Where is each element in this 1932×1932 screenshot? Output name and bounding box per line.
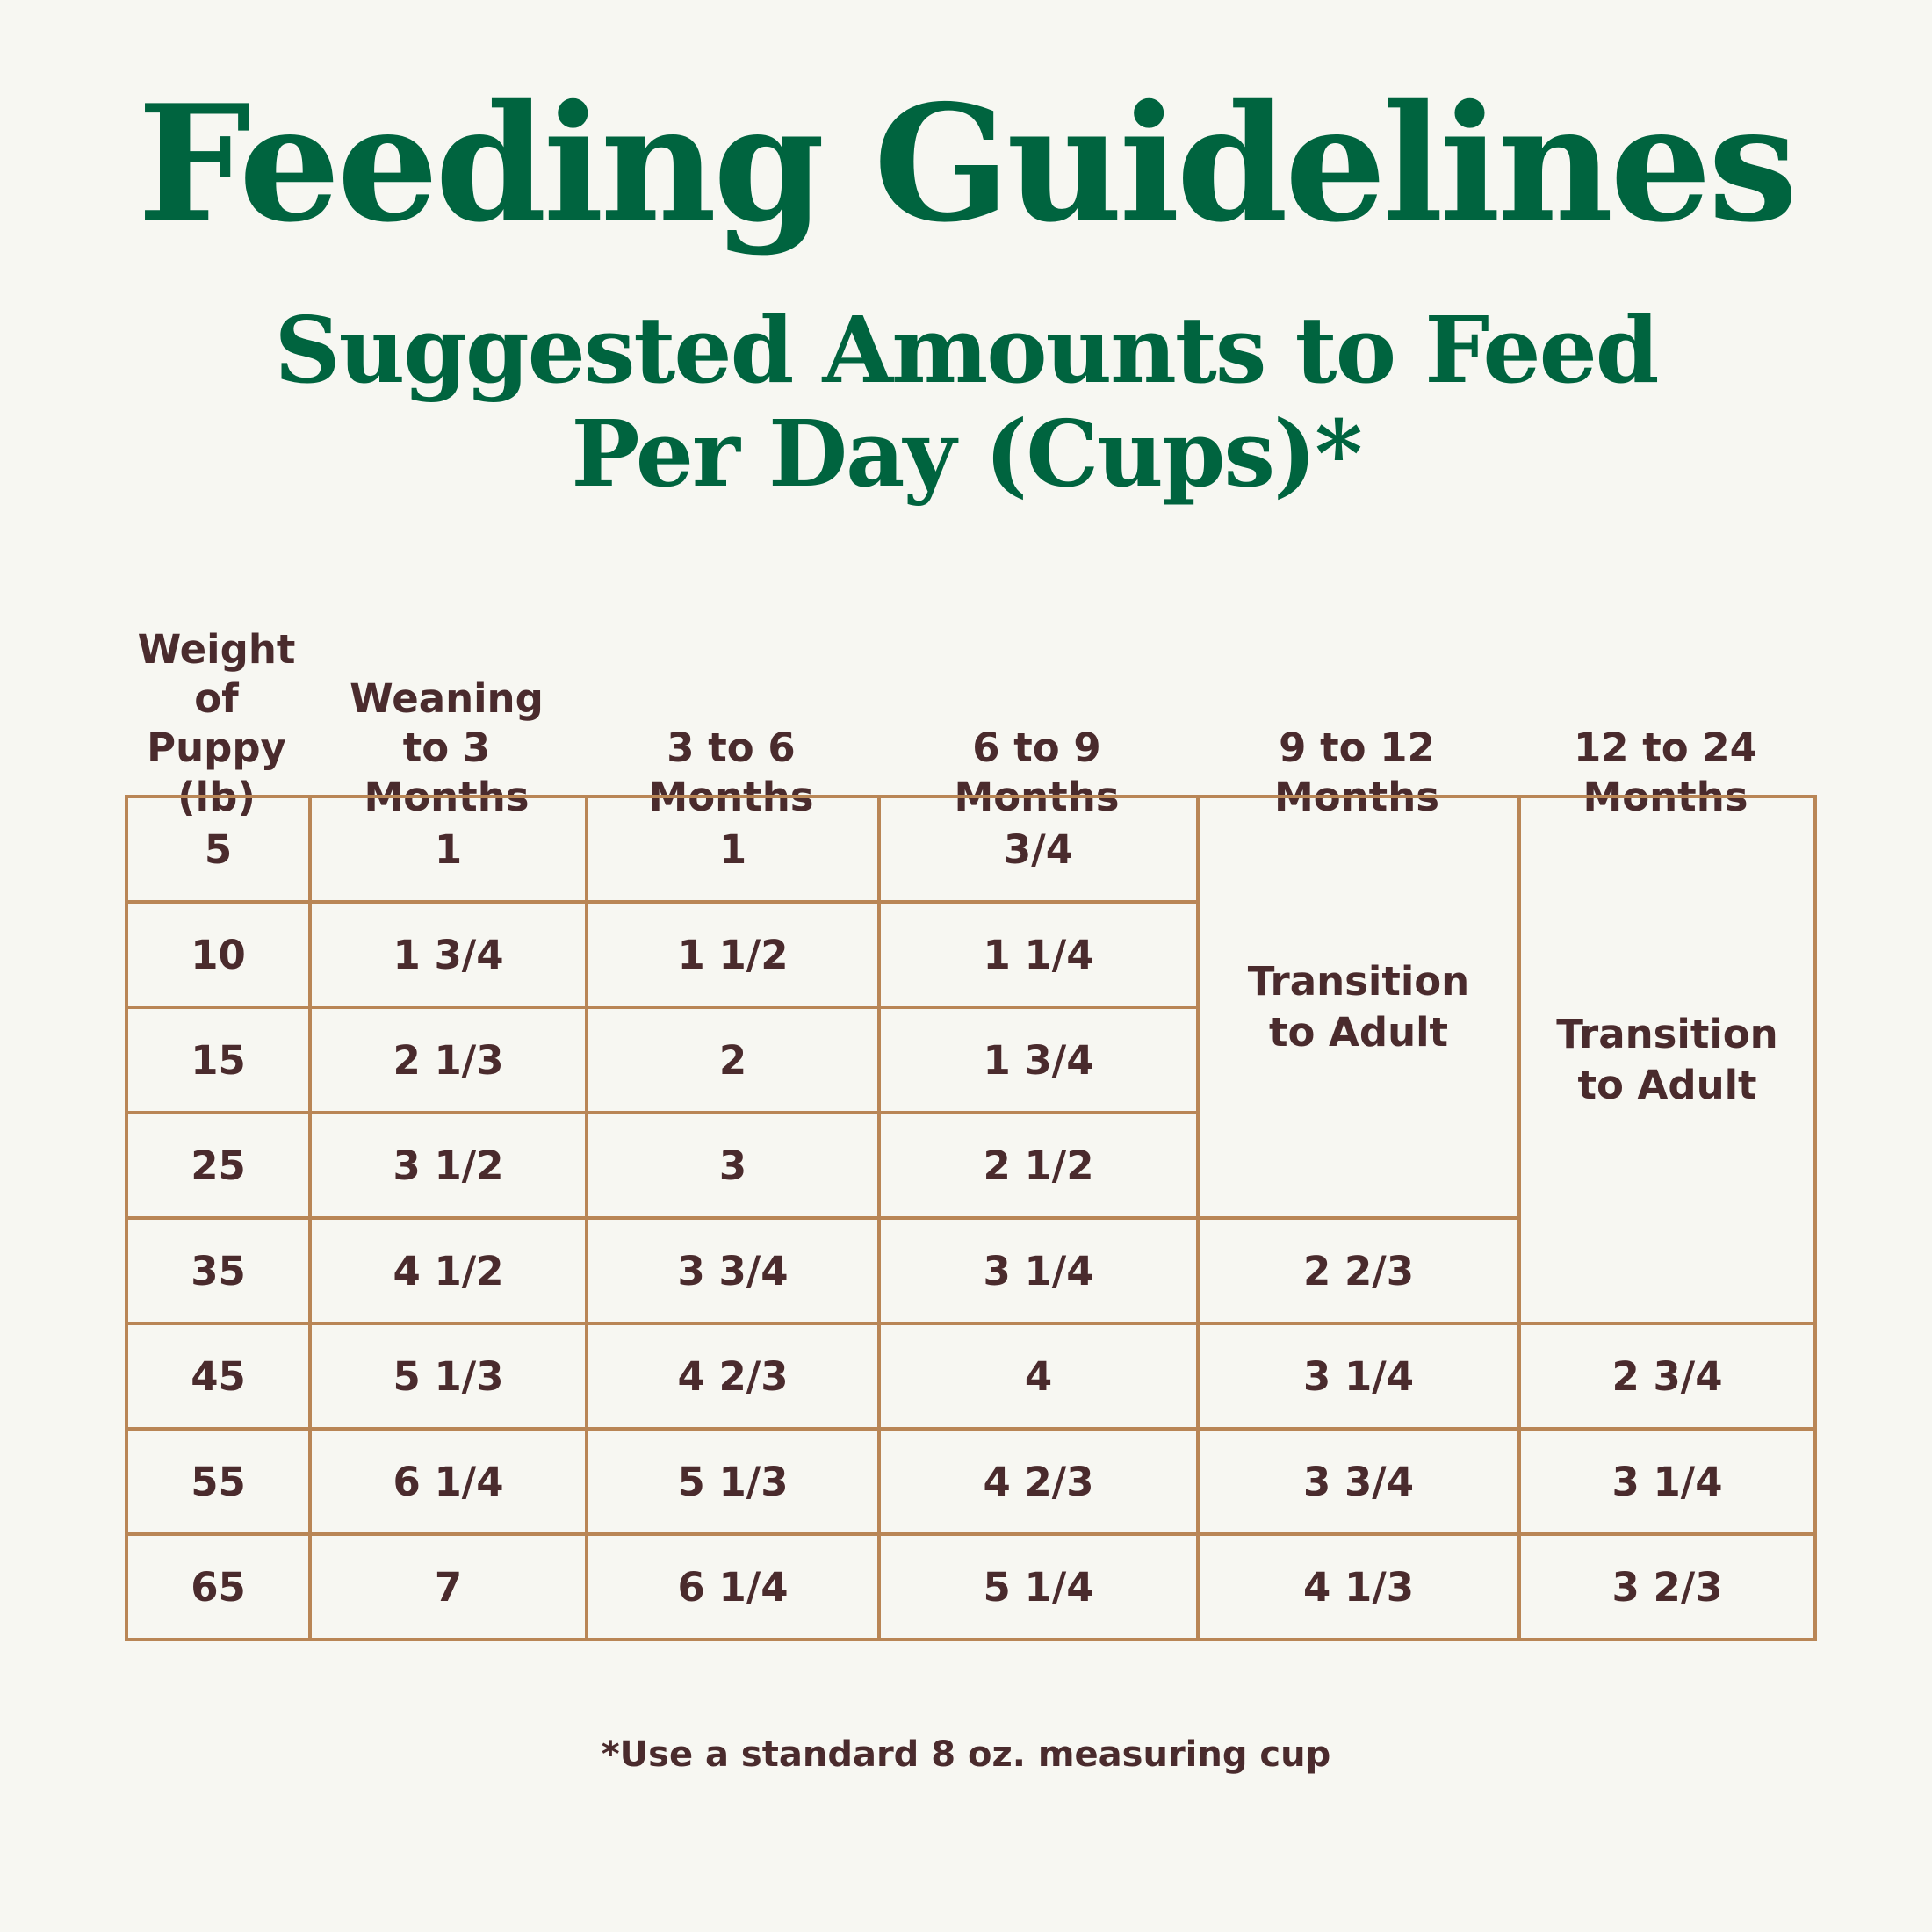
transition-cell-12-24: Transition to Adult bbox=[1517, 795, 1817, 1325]
table-row: 25 3 1/2 3 2 1/2 bbox=[125, 1111, 1815, 1220]
column-header: 6 to 9 Months bbox=[954, 724, 1120, 820]
amount-cell: 3 1/4 bbox=[1517, 1427, 1817, 1536]
amount-cell: 1 bbox=[585, 795, 881, 904]
subtitle-line-2: Per Day (Cups)* bbox=[571, 400, 1362, 508]
amount-cell: 2 1/3 bbox=[308, 1006, 588, 1114]
weight-cell: 5 bbox=[125, 795, 312, 904]
table-row: 5 1 1 3/4 Transition to Adult Transition to A… bbox=[125, 795, 1817, 1325]
transition-cell-9-12: Transition to Adult bbox=[1196, 795, 1521, 1220]
page-title: Feeding Guidelines bbox=[137, 69, 1799, 257]
amount-cell: 3 3/4 bbox=[585, 1216, 881, 1325]
amount-cell: 5 1/3 bbox=[308, 1322, 588, 1431]
table-row: 10 1 3/4 1 1/2 1 1/4 bbox=[125, 900, 1815, 1009]
amount-cell: 1 3/4 bbox=[308, 900, 588, 1009]
feeding-table: 5 1 1 3/4 Transition to Adult Transition to A… bbox=[125, 795, 1817, 1641]
amount-cell: 3 1/4 bbox=[1196, 1322, 1521, 1431]
weight-cell: 25 bbox=[125, 1111, 312, 1220]
weight-cell: 10 bbox=[125, 900, 312, 1009]
amount-cell: 1 bbox=[308, 795, 588, 904]
amount-cell: 6 1/4 bbox=[585, 1532, 881, 1641]
weight-cell: 15 bbox=[125, 1006, 312, 1114]
column-header: Weight of Puppy (lb) bbox=[137, 626, 296, 820]
amount-cell: 4 2/3 bbox=[585, 1322, 881, 1431]
amount-cell: 5 1/4 bbox=[877, 1532, 1200, 1641]
subtitle: Suggested Amounts to Feed Per Day (Cups)… bbox=[0, 299, 1932, 506]
amount-cell: 5 1/3 bbox=[585, 1427, 881, 1536]
weight-cell: 35 bbox=[125, 1216, 312, 1325]
amount-cell: 1 3/4 bbox=[877, 1006, 1200, 1114]
amount-cell: 1 1/4 bbox=[877, 900, 1200, 1009]
amount-cell: 3 2/3 bbox=[1517, 1532, 1817, 1641]
amount-cell: 4 bbox=[877, 1322, 1200, 1431]
amount-cell: 3 bbox=[585, 1111, 881, 1220]
amount-cell: 3 3/4 bbox=[1196, 1427, 1521, 1536]
column-header: 9 to 12 Months bbox=[1273, 724, 1440, 820]
table-row: 65 7 6 1/4 5 1/4 4 1/3 3 2/3 bbox=[125, 1532, 1817, 1641]
amount-cell: 1 1/2 bbox=[585, 900, 881, 1009]
amount-cell: 2 2/3 bbox=[1196, 1216, 1521, 1325]
weight-cell: 55 bbox=[125, 1427, 312, 1536]
amount-cell: 6 1/4 bbox=[308, 1427, 588, 1536]
table-row: 35 4 1/2 3 3/4 3 1/4 2 2/3 bbox=[125, 1216, 1815, 1325]
column-header: 12 to 24 Months bbox=[1573, 724, 1757, 820]
amount-cell: 4 1/3 bbox=[1196, 1532, 1521, 1641]
amount-cell: 4 1/2 bbox=[308, 1216, 588, 1325]
subtitle-line-1: Suggested Amounts to Feed bbox=[274, 296, 1660, 404]
amount-cell: 7 bbox=[308, 1532, 588, 1641]
table-row: 55 6 1/4 5 1/3 4 2/3 3 3/4 3 1/4 bbox=[125, 1427, 1817, 1536]
amount-cell: 3 1/4 bbox=[877, 1216, 1200, 1325]
weight-cell: 45 bbox=[125, 1322, 312, 1431]
amount-cell: 2 3/4 bbox=[1517, 1322, 1817, 1431]
amount-cell: 2 1/2 bbox=[877, 1111, 1200, 1220]
column-header: Weaning to 3 Months bbox=[350, 675, 544, 820]
table-row: 15 2 1/3 2 1 3/4 bbox=[125, 1006, 1815, 1114]
weight-cell: 65 bbox=[125, 1532, 312, 1641]
amount-cell: 3/4 bbox=[877, 795, 1200, 904]
table-headers: Weight of Puppy (lb) Weaning to 3 Months 3… bbox=[125, 625, 1813, 820]
table-row: 45 5 1/3 4 2/3 4 3 1/4 2 3/4 bbox=[125, 1322, 1817, 1431]
amount-cell: 4 2/3 bbox=[877, 1427, 1200, 1536]
footnote: *Use a standard 8 oz. measuring cup bbox=[601, 1734, 1331, 1775]
column-header: 3 to 6 Months bbox=[648, 724, 814, 820]
amount-cell: 2 bbox=[585, 1006, 881, 1114]
amount-cell: 3 1/2 bbox=[308, 1111, 588, 1220]
